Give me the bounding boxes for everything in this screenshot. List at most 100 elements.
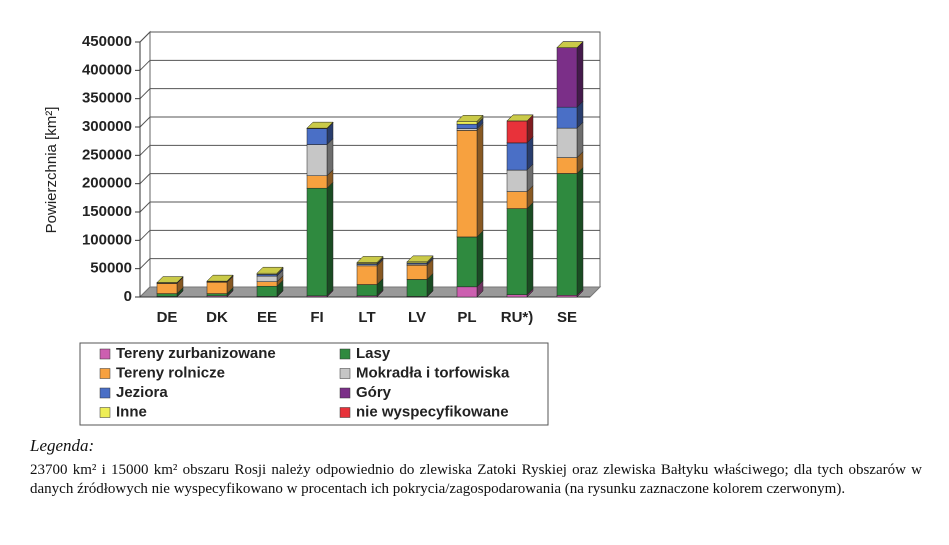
legend-label: Tereny zurbanizowane [116,345,276,362]
grid-line [139,59,600,71]
legend-label: Jeziora [116,384,168,401]
bar [456,121,478,125]
bar [556,106,578,129]
grid-line [139,229,600,241]
x-tick-label: LT [358,309,375,326]
bar [156,293,178,297]
bar [456,128,478,131]
grid-line [139,116,600,128]
bar-segment [556,166,584,296]
bar [206,282,228,294]
legend-frame [79,342,549,426]
bar [256,285,278,297]
x-tick-label: RU*) [501,309,534,326]
x-tick-label: LV [408,309,426,326]
y-tick-label: 50000 [90,260,132,277]
legend-swatch [99,387,111,399]
bar [506,294,528,298]
bar [556,47,578,108]
grid-line [139,201,600,213]
x-tick-label: EE [257,309,277,326]
legend: Tereny zurbanizowane Lasy Tereny rolnicze M… [79,342,549,426]
bar-top [256,266,284,274]
bar [256,275,278,282]
y-tick-label: 350000 [82,90,132,107]
bar-segment [306,181,334,297]
bar [556,157,578,174]
legend-swatch [99,368,111,379]
bar-top [206,274,234,282]
bar [456,123,478,129]
legend-swatch [99,407,111,418]
bar-side [576,41,584,108]
bar-segment [356,255,384,265]
bar-segment [256,266,284,275]
x-tick-label: FI [310,309,323,326]
bar [506,208,528,295]
bar [356,284,378,297]
bar-segment [306,121,334,130]
bar [556,295,578,298]
bar [456,236,478,288]
grid-line [139,258,600,270]
bar [306,144,328,176]
grid-line [139,31,600,43]
y-tick-label: 250000 [82,146,132,163]
bar [506,142,528,171]
y-tick-label: 0 [124,288,132,305]
bar-top [506,114,534,122]
bar [506,191,528,209]
y-tick-label: 200000 [82,175,132,192]
legend-label: Inne [116,403,147,420]
bar-side [526,201,534,296]
grid-line [139,144,600,156]
y-tick-label: 300000 [82,118,132,135]
bar [456,286,478,298]
chart: Powierzchnia [km²] 0 50000 100000 150000 200… [43,30,602,426]
bar-top [456,115,484,122]
bar-segment [506,114,534,122]
y-axis-label: Powierzchnia [km²] [43,107,60,234]
y-tick-label: 100000 [82,231,132,248]
legend-label: Góry [356,384,392,401]
bar-side [476,123,484,238]
bar [406,279,428,297]
legend-label: Mokradła i torfowiska [356,364,510,381]
bar-segment [456,114,484,125]
y-tick-label: 150000 [82,203,132,220]
bar [306,187,328,297]
bar-segment [206,274,234,283]
bar [406,265,428,280]
bar [506,120,528,144]
bar [556,173,578,296]
bar-side [576,166,584,296]
x-tick-label: DK [206,309,228,326]
bar-segment [456,230,484,288]
bar [556,127,578,158]
bar-side [326,181,334,297]
bar [306,175,328,189]
bar [306,128,328,145]
legend-label: Tereny rolnicze [116,364,225,381]
legend-swatch [339,407,351,418]
legend-label: Lasy [356,345,391,362]
bar-segment [156,275,184,284]
legend-swatch [99,348,111,360]
x-tick-label: DE [157,309,178,326]
bar-top [156,276,184,283]
legend-label: nie wyspecyfikowane [356,403,509,420]
side-wall [139,30,151,299]
bar [256,274,278,277]
bar-segment [456,123,484,238]
caption-text: 23700 km² i 15000 km² obszaru Rosji nale… [30,462,922,497]
bar [156,283,178,294]
legend-swatch [339,348,351,360]
bar-top [306,121,334,129]
legend-swatch [339,387,351,399]
bar-top [556,41,584,48]
bar [506,169,528,192]
bar-side [326,137,334,177]
bar-segment [406,255,434,264]
grid-line [139,173,600,185]
